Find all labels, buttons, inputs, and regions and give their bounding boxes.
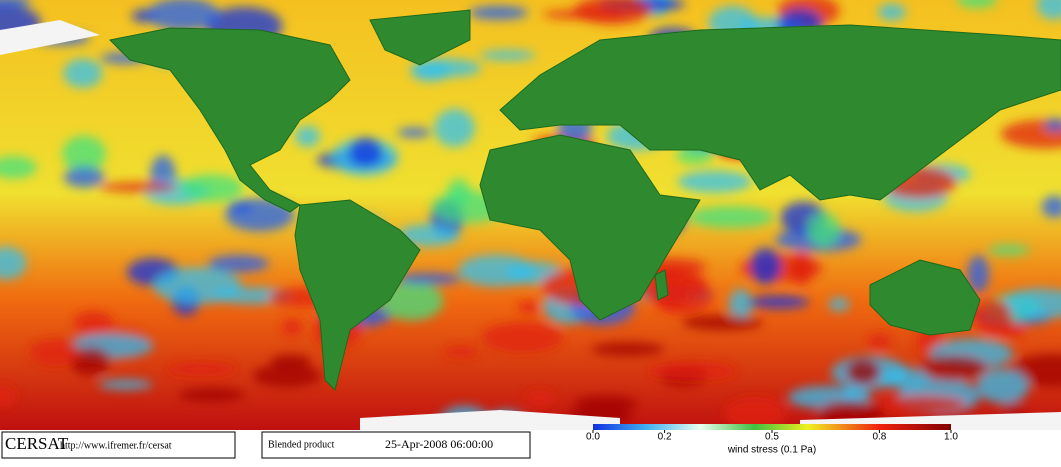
wind-blob bbox=[443, 346, 479, 359]
wind-blob bbox=[281, 318, 303, 337]
wind-blob bbox=[253, 364, 322, 388]
wind-blob bbox=[295, 125, 321, 148]
wind-blob bbox=[29, 339, 81, 367]
wind-blob bbox=[479, 50, 536, 61]
wind-blob bbox=[73, 311, 114, 334]
map bbox=[0, 0, 1061, 430]
wind-blob bbox=[0, 156, 37, 179]
wind-blob bbox=[98, 379, 153, 390]
wind-blob bbox=[397, 127, 431, 138]
wind-blob bbox=[270, 354, 312, 369]
wind-blob bbox=[878, 3, 906, 21]
wind-blob bbox=[180, 174, 244, 202]
wind-blob bbox=[1001, 401, 1026, 415]
url: http://www.ifremer.fr/cersat bbox=[60, 440, 172, 451]
wind-blob bbox=[482, 322, 563, 353]
wind-blob bbox=[688, 206, 774, 229]
madagascar bbox=[654, 269, 669, 301]
wind-blob bbox=[397, 273, 462, 285]
wind-blob bbox=[1036, 0, 1061, 20]
wind-blob bbox=[380, 281, 444, 321]
wind-blob bbox=[542, 9, 628, 20]
wind-blob bbox=[517, 300, 540, 314]
logo-box bbox=[1, 431, 236, 459]
wind-blob bbox=[225, 198, 295, 232]
wind-blob bbox=[747, 295, 810, 309]
wind-blob bbox=[807, 212, 841, 248]
wind-blob bbox=[1044, 118, 1061, 132]
timestamp: 25-Apr-2008 06:00:00 bbox=[385, 437, 493, 451]
wind-blob bbox=[918, 354, 989, 382]
wind-blob bbox=[677, 170, 752, 193]
wind-blob bbox=[348, 137, 383, 167]
colorbar-tick-label: 0.0 bbox=[586, 432, 600, 443]
wind-blob bbox=[750, 247, 782, 285]
wind-blob bbox=[574, 395, 638, 412]
product: Blended product bbox=[268, 439, 335, 450]
wind-blob bbox=[434, 108, 475, 148]
colorbar bbox=[593, 424, 951, 430]
wind-blob bbox=[648, 361, 737, 381]
logo: CERSAT bbox=[5, 434, 69, 453]
wind-blob bbox=[412, 58, 482, 78]
wind-blob bbox=[0, 246, 27, 280]
colorbar-tick-label: 0.2 bbox=[658, 432, 672, 443]
wind-blob bbox=[728, 289, 753, 320]
colorbar-tick-label: 0.5 bbox=[765, 432, 779, 443]
wind-blob bbox=[976, 368, 1030, 404]
wind-blob bbox=[1041, 195, 1061, 218]
wind-blob bbox=[62, 135, 107, 173]
wind-blob bbox=[682, 314, 763, 331]
land bbox=[108, 9, 1061, 391]
wind-blob bbox=[98, 182, 178, 193]
wind-blob bbox=[63, 166, 105, 188]
wind-blob bbox=[63, 58, 103, 89]
wind-blob bbox=[988, 244, 1030, 256]
wind-blob bbox=[975, 298, 1013, 338]
wind-blob bbox=[880, 367, 930, 389]
colorbar-label: wind stress (0.1 Pa) bbox=[727, 445, 816, 456]
wind-blob bbox=[166, 361, 238, 377]
wind-blob bbox=[879, 395, 967, 414]
wind-blob bbox=[398, 224, 460, 247]
wind-blob bbox=[153, 267, 242, 304]
wind-blob bbox=[146, 0, 220, 31]
wind-blob bbox=[525, 389, 555, 407]
north-america bbox=[108, 27, 351, 213]
wind-blob bbox=[828, 297, 850, 312]
colorbar-tick-label: 1.0 bbox=[944, 432, 958, 443]
product-box bbox=[261, 431, 531, 459]
wind-blob bbox=[956, 0, 998, 9]
wind-blob bbox=[867, 333, 891, 351]
wind-blob bbox=[791, 251, 813, 286]
wind-blob bbox=[208, 254, 269, 273]
wind-blob bbox=[845, 358, 881, 386]
greenland bbox=[369, 9, 471, 66]
colorbar-tick-label: 0.8 bbox=[872, 432, 886, 443]
eurasia bbox=[499, 24, 1061, 201]
wind-blob bbox=[723, 396, 787, 430]
south-america bbox=[294, 199, 421, 391]
wind-blob bbox=[468, 5, 529, 20]
wind-blob bbox=[967, 255, 990, 293]
wind-blob bbox=[1001, 288, 1061, 319]
africa bbox=[479, 134, 701, 321]
australia bbox=[869, 259, 981, 336]
wind-blob bbox=[591, 342, 664, 357]
wind-blob bbox=[179, 387, 245, 402]
wind-blob bbox=[0, 385, 17, 407]
